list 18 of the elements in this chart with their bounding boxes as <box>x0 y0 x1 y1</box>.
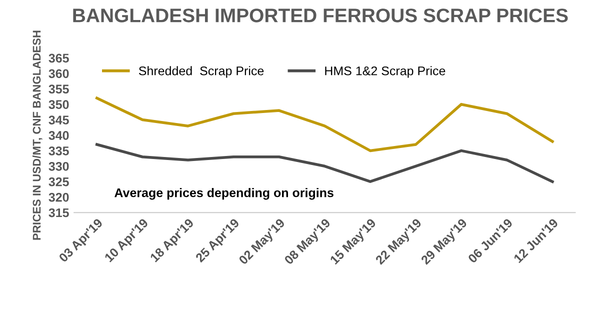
line-series <box>96 96 554 152</box>
y-tick-label: 315 <box>48 208 69 218</box>
y-tick-label: 340 <box>48 131 69 140</box>
legend-label: HMS 1&2 Scrap Price <box>325 66 446 78</box>
y-tick-label: 325 <box>48 177 69 186</box>
y-tick-label: 350 <box>48 100 69 109</box>
line-series <box>96 143 554 183</box>
annotation: Average prices depending on origins <box>114 188 334 200</box>
y-tick-label: 335 <box>48 146 69 156</box>
y-tick-label: 360 <box>48 69 69 78</box>
y-tick-label: 320 <box>48 192 69 202</box>
y-axis-title: PRICES IN USD/MT, CNF BANGLADESH <box>32 30 42 240</box>
y-tick-label: 330 <box>48 162 69 171</box>
legend-label: Shredded Scrap Price <box>138 66 264 78</box>
y-tick-label: 345 <box>48 116 69 124</box>
y-tick-label: 355 <box>48 84 69 94</box>
y-tick-label: 365 <box>48 54 69 63</box>
chart-title: BANGLADESH IMPORTED FERROUS SCRAP PRICES <box>73 8 568 22</box>
